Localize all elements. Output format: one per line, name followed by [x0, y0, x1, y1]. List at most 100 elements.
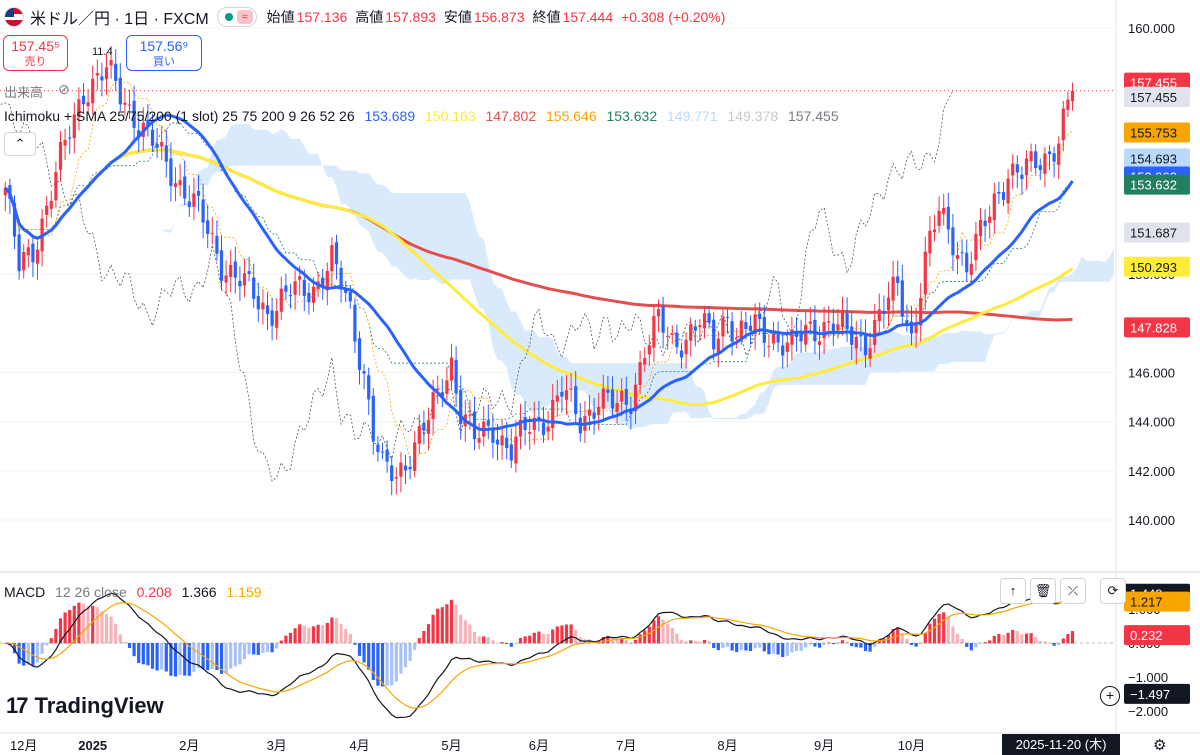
macd-histogram-bar — [127, 643, 132, 648]
macd-histogram-bar — [541, 633, 546, 644]
macd-histogram-bar — [486, 637, 490, 644]
macd-histogram-bar — [293, 628, 297, 644]
macd-histogram-bar — [1015, 631, 1019, 644]
macd-histogram-bar — [877, 641, 881, 644]
macd-histogram-bar — [514, 643, 518, 644]
macd-histogram-bar — [196, 643, 201, 669]
candle-body — [252, 277, 256, 299]
macd-legend[interactable]: MACD 12 26 close 0.208 1.366 1.159 — [4, 584, 268, 600]
change-value: +0.308 (+0.20%) — [621, 9, 726, 25]
macd-tick-label: −1.000 — [1128, 670, 1168, 685]
macd-histogram-bar — [845, 641, 849, 644]
candle-body — [923, 251, 927, 295]
macd-histogram-bar — [804, 643, 808, 648]
candle-body — [748, 325, 753, 332]
candle-body — [210, 232, 214, 234]
eye-off-icon[interactable]: ⊘ — [58, 81, 70, 97]
macd-histogram-bar — [229, 643, 233, 669]
add-plus-icon[interactable]: + — [1100, 686, 1120, 706]
symbol-title[interactable]: 米ドル／円 · 1日 · FXCM — [30, 11, 209, 28]
macd-histogram-bar — [505, 643, 509, 645]
candle-body — [302, 279, 306, 296]
macd-tick-label: −2.000 — [1128, 704, 1168, 719]
price-tag-label: 153.632 — [1130, 178, 1177, 193]
macd-histogram-bar — [321, 625, 325, 644]
macd-histogram-bar — [495, 642, 500, 644]
macd-histogram-bar — [675, 633, 679, 644]
candle-body — [431, 392, 435, 420]
delete-pane-button[interactable]: 🗑 — [1030, 578, 1056, 604]
macd-histogram-bar — [91, 605, 95, 644]
delayed-data-icon: ≈ — [236, 10, 253, 24]
macd-histogram-bar — [440, 607, 444, 644]
candle-body — [698, 325, 702, 328]
candle-body — [275, 310, 279, 328]
candle-body — [321, 277, 325, 288]
macd-signal-line — [5, 599, 1073, 709]
macd-histogram-bar — [937, 613, 941, 644]
tradingview-logo[interactable]: 17 TradingView — [6, 693, 164, 719]
candle-body — [408, 466, 412, 470]
candle-body — [873, 319, 877, 345]
indicator-legend[interactable]: Ichimoku + SMA 25/75/200 (1 slot) 25 75 … — [4, 108, 845, 124]
candle-body — [150, 129, 155, 146]
candle-body — [81, 95, 86, 105]
symbol-header: 米ドル／円 · 1日 · FXCM ≈ 始値 157.136 高値 157.89… — [0, 0, 1115, 34]
candle-body — [854, 336, 858, 349]
macd-histogram-bar — [702, 639, 707, 644]
macd-histogram-bar — [882, 638, 886, 644]
macd-histogram-bar — [325, 622, 329, 644]
macd-histogram-bar — [288, 632, 293, 644]
price-tag-label: 155.753 — [1130, 125, 1177, 140]
settings-gear-icon[interactable]: ⚙ — [1153, 737, 1167, 754]
candle-body — [675, 332, 679, 348]
candle-body — [155, 144, 159, 148]
maximize-pane-button[interactable]: ⟳ — [1100, 578, 1126, 604]
candle-body — [942, 207, 946, 215]
macd-histogram-bar — [555, 626, 559, 644]
candle-body — [422, 422, 426, 431]
candle-body — [794, 330, 799, 337]
candle-body — [624, 388, 628, 405]
candle-body — [224, 275, 228, 283]
macd-histogram-bar — [643, 630, 647, 644]
candle-body — [183, 176, 187, 199]
macd-histogram-bar — [767, 643, 771, 655]
candle-body — [417, 426, 421, 444]
time-tick-label: 8月 — [717, 738, 737, 753]
macd-histogram-bar — [1011, 629, 1015, 644]
macd-histogram-bar — [252, 643, 256, 655]
candle-body — [403, 465, 408, 471]
open-value: 157.136 — [296, 9, 348, 25]
move-pane-up-button[interactable]: ↑ — [1000, 578, 1026, 604]
macd-histogram-bar — [560, 625, 564, 644]
indicator-value-3: 147.802 — [485, 108, 537, 124]
collapse-pane-button[interactable]: ⤫ — [1060, 578, 1086, 604]
macd-histogram-bar — [100, 611, 104, 644]
buy-button[interactable]: 157.56⁹ 買い — [126, 35, 202, 71]
candle-body — [666, 335, 670, 337]
candle-body — [348, 291, 352, 302]
macd-histogram-bar — [785, 643, 789, 656]
candle-body — [541, 422, 546, 436]
indicator-value-6: 149.771 — [667, 108, 718, 124]
macd-histogram-bar — [790, 643, 794, 653]
macd-histogram-bar — [891, 629, 895, 644]
macd-histogram-bar — [109, 616, 113, 644]
market-status-pill[interactable]: ≈ — [216, 7, 257, 27]
candle-body — [238, 280, 242, 287]
macd-histogram-bar — [422, 630, 426, 644]
candle-body — [965, 252, 969, 273]
candle-body — [77, 99, 81, 118]
macd-histogram-bar — [707, 641, 711, 644]
candle-body — [215, 235, 219, 254]
macd-histogram-bar — [610, 638, 615, 644]
candle-body — [279, 288, 283, 312]
collapse-legend-button[interactable]: ⌃ — [4, 132, 36, 156]
sell-button[interactable]: 157.45⁵ 売り — [3, 35, 68, 71]
macd-histogram-bar — [256, 643, 260, 656]
volume-label[interactable]: 出来高 — [4, 85, 44, 100]
macd-histogram-bar — [735, 643, 739, 653]
candle-body — [376, 444, 380, 452]
